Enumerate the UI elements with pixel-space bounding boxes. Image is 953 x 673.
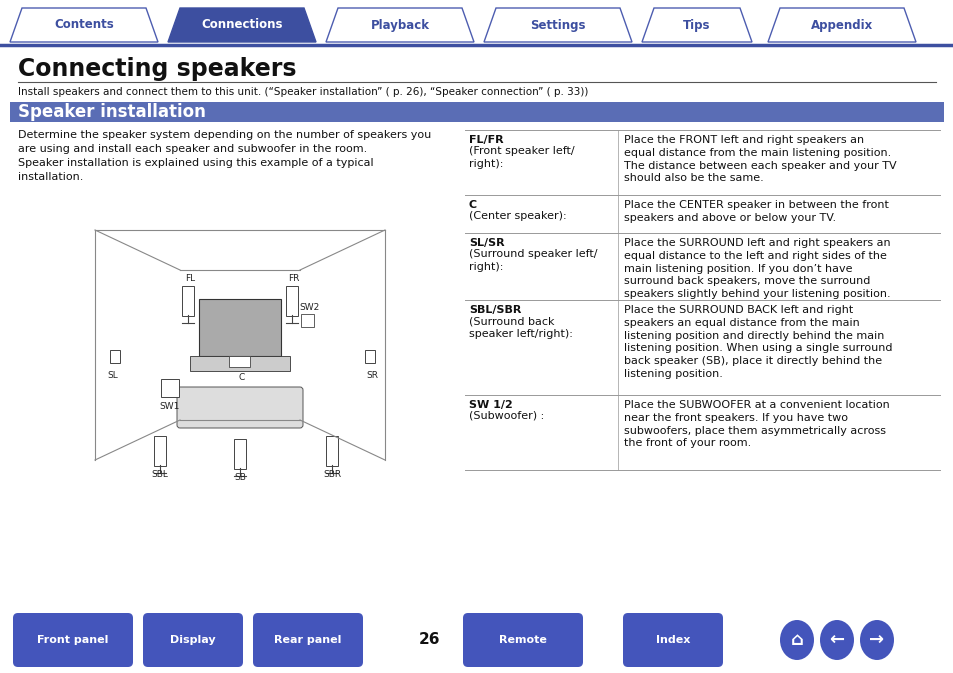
Text: SW1: SW1 bbox=[160, 402, 180, 411]
Text: (Center speaker):: (Center speaker): bbox=[469, 211, 566, 221]
Text: Place the FRONT left and right speakers an
equal distance from the main listenin: Place the FRONT left and right speakers … bbox=[623, 135, 896, 184]
Text: Settings: Settings bbox=[530, 18, 585, 32]
Text: Rear panel: Rear panel bbox=[274, 635, 341, 645]
Text: 26: 26 bbox=[418, 633, 440, 647]
FancyBboxPatch shape bbox=[110, 350, 120, 363]
FancyBboxPatch shape bbox=[301, 314, 314, 326]
Text: SL: SL bbox=[108, 371, 118, 380]
FancyBboxPatch shape bbox=[462, 613, 582, 667]
Text: Connections: Connections bbox=[201, 18, 282, 32]
Text: (Surround speaker left/
right):: (Surround speaker left/ right): bbox=[469, 249, 597, 272]
Text: Appendix: Appendix bbox=[810, 18, 872, 32]
Text: ⌂: ⌂ bbox=[790, 631, 802, 649]
Text: Front panel: Front panel bbox=[37, 635, 109, 645]
Polygon shape bbox=[641, 8, 751, 42]
Text: (Subwoofer) :: (Subwoofer) : bbox=[469, 411, 543, 421]
FancyBboxPatch shape bbox=[286, 286, 297, 316]
Text: FL: FL bbox=[185, 274, 194, 283]
FancyBboxPatch shape bbox=[13, 613, 132, 667]
Text: Speaker installation: Speaker installation bbox=[18, 103, 206, 121]
FancyBboxPatch shape bbox=[143, 613, 243, 667]
Text: Display: Display bbox=[170, 635, 215, 645]
Text: FL/FR: FL/FR bbox=[469, 135, 503, 145]
Text: C: C bbox=[469, 200, 476, 210]
FancyBboxPatch shape bbox=[326, 436, 337, 466]
FancyBboxPatch shape bbox=[365, 350, 375, 363]
FancyBboxPatch shape bbox=[177, 387, 303, 428]
Text: →: → bbox=[868, 631, 883, 649]
Text: SW2: SW2 bbox=[299, 303, 320, 312]
Text: Determine the speaker system depending on the number of speakers you
are using a: Determine the speaker system depending o… bbox=[18, 130, 431, 182]
Text: SW 1/2: SW 1/2 bbox=[469, 400, 512, 410]
Polygon shape bbox=[326, 8, 474, 42]
Text: Index: Index bbox=[655, 635, 689, 645]
Ellipse shape bbox=[780, 620, 813, 660]
FancyBboxPatch shape bbox=[161, 379, 179, 397]
FancyBboxPatch shape bbox=[10, 102, 943, 122]
Text: SB: SB bbox=[233, 473, 246, 482]
FancyBboxPatch shape bbox=[199, 299, 281, 356]
Polygon shape bbox=[767, 8, 915, 42]
Ellipse shape bbox=[820, 620, 853, 660]
Polygon shape bbox=[10, 8, 158, 42]
Text: Connecting speakers: Connecting speakers bbox=[18, 57, 296, 81]
Text: C: C bbox=[238, 373, 245, 382]
Text: Playback: Playback bbox=[370, 18, 429, 32]
Text: Place the SUBWOOFER at a convenient location
near the front speakers. If you hav: Place the SUBWOOFER at a convenient loca… bbox=[623, 400, 889, 448]
Text: ←: ← bbox=[828, 631, 843, 649]
Text: FR: FR bbox=[288, 274, 299, 283]
Text: Place the SURROUND BACK left and right
speakers an equal distance from the main
: Place the SURROUND BACK left and right s… bbox=[623, 305, 892, 379]
Text: Place the CENTER speaker in between the front
speakers and above or below your T: Place the CENTER speaker in between the … bbox=[623, 200, 888, 223]
Ellipse shape bbox=[859, 620, 893, 660]
FancyBboxPatch shape bbox=[233, 439, 246, 469]
Text: Place the SURROUND left and right speakers an
equal distance to the left and rig: Place the SURROUND left and right speake… bbox=[623, 238, 890, 299]
Polygon shape bbox=[168, 8, 315, 42]
Text: Remote: Remote bbox=[498, 635, 546, 645]
FancyBboxPatch shape bbox=[230, 355, 251, 367]
Polygon shape bbox=[483, 8, 631, 42]
Text: SBR: SBR bbox=[323, 470, 341, 479]
Text: Tips: Tips bbox=[682, 18, 710, 32]
Text: SL/SR: SL/SR bbox=[469, 238, 504, 248]
Text: Contents: Contents bbox=[54, 18, 113, 32]
Text: SBL: SBL bbox=[152, 470, 169, 479]
Text: (Surround back
speaker left/right):: (Surround back speaker left/right): bbox=[469, 316, 572, 339]
FancyBboxPatch shape bbox=[190, 356, 290, 371]
Text: SBL/SBR: SBL/SBR bbox=[469, 305, 521, 315]
FancyBboxPatch shape bbox=[622, 613, 722, 667]
FancyBboxPatch shape bbox=[253, 613, 363, 667]
Text: SR: SR bbox=[366, 371, 377, 380]
Text: Install speakers and connect them to this unit. (“Speaker installation” ( p. 26): Install speakers and connect them to thi… bbox=[18, 87, 588, 97]
FancyBboxPatch shape bbox=[182, 286, 193, 316]
Text: (Front speaker left/
right):: (Front speaker left/ right): bbox=[469, 146, 574, 169]
FancyBboxPatch shape bbox=[153, 436, 166, 466]
